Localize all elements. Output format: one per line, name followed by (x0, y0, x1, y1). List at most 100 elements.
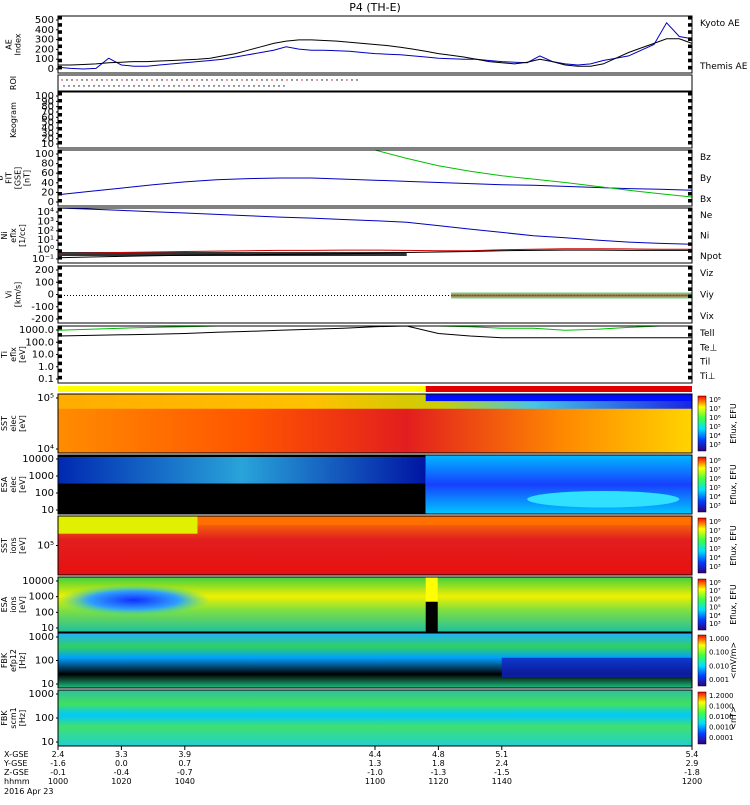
y-tick-label: 0 (48, 197, 54, 208)
y-tick-label: 10⁰ (37, 245, 54, 256)
y-axis-label-part: Ni (0, 231, 9, 239)
roi-dot (341, 79, 343, 81)
x-tick-label: 1020 (111, 777, 131, 786)
y-tick-label: 10.0 (32, 350, 54, 361)
roi-dot (221, 79, 223, 81)
roi-dot (273, 85, 275, 87)
x-tick-label: -1.3 (431, 768, 447, 777)
colorbar-tick: 0.1000 (709, 703, 734, 711)
colorbar-tick: 10⁶ (709, 475, 721, 483)
roi-dot (81, 79, 83, 81)
roi-dot (88, 85, 90, 87)
roi-dot (351, 79, 353, 81)
frame-tick (688, 266, 692, 270)
series-line (57, 248, 692, 255)
y-tick-label: 200 (35, 44, 54, 55)
legend-entry: Tell (699, 329, 715, 339)
colorbar-tick: 0.010 (709, 662, 729, 670)
y-tick-label: 1.0 (38, 362, 54, 373)
frame-tick (58, 58, 62, 63)
y-tick-label: 100.0 (25, 337, 54, 348)
roi-dot (251, 79, 253, 81)
x-tick-label: 1040 (175, 777, 195, 786)
y-tick-label: 1000 (29, 471, 54, 482)
roi-dot (236, 79, 238, 81)
colorbar-tick: 10⁴ (709, 554, 721, 562)
plot-area (58, 75, 692, 91)
frame-tick (58, 16, 62, 20)
roi-dot (326, 79, 328, 81)
y-axis-label-part: FBK (0, 710, 9, 726)
roi-dot (191, 79, 193, 81)
y-axis-label-part: scm1 (9, 707, 18, 728)
y-tick-label: 10000 (22, 454, 54, 465)
panel-fbk_e: 1000 100 10 FBK efp12 [Hz] 1.000 0.100 0.010 0.00… (0, 632, 738, 690)
roi-dot (263, 85, 265, 87)
series-line (57, 325, 692, 339)
frame-tick (58, 92, 62, 96)
colorbar-tick: 0.0010 (709, 724, 734, 732)
y-tick-label: 0.1 (38, 374, 54, 385)
y-axis-label-part: elec (9, 415, 18, 431)
x-tick-label: -0.1 (50, 768, 66, 777)
y-tick-label: 10 (41, 737, 54, 748)
colorbar (697, 691, 707, 745)
frame-tick (58, 228, 62, 233)
spectrogram-band (425, 601, 438, 632)
colorbar-tick: 10⁴ (709, 493, 721, 501)
y-tick-label: 30 (41, 128, 54, 139)
colorbar-label: Eflux, EFU (729, 403, 738, 444)
frame-tick (58, 23, 62, 27)
x-tick-label: -0.7 (177, 768, 193, 777)
frame-tick (58, 287, 62, 291)
y-tick-label: 10 (41, 139, 54, 150)
roi-dot (336, 79, 338, 81)
x-tick-label: 3.9 (178, 750, 191, 759)
y-tick-label: 100 (35, 54, 54, 65)
legend-entry: Themis AE (699, 62, 748, 72)
roi-dot (123, 85, 125, 87)
frame-tick (58, 354, 62, 359)
roi-dot (108, 85, 110, 87)
roi-dot (116, 79, 118, 81)
frame-tick (688, 235, 692, 239)
colorbar (697, 634, 707, 687)
x-tick-label: 0.7 (178, 759, 191, 768)
roi-dot (258, 85, 260, 87)
roi-dot (311, 79, 313, 81)
frame-tick (58, 113, 62, 117)
colorbar-tick: 10⁶ (709, 536, 721, 544)
y-axis-label: SST elec [eV] (0, 415, 27, 432)
frame-tick (688, 340, 692, 344)
frame-tick (688, 51, 692, 56)
x-tick-label: 2.4 (495, 759, 508, 768)
roi-dot (186, 79, 188, 81)
colorbar-tick: 1.000 (709, 635, 729, 643)
y-axis-label-part: [eV] (18, 476, 27, 493)
colorbar-tick: 0.0001 (709, 734, 734, 742)
y-tick-label: 10 (41, 505, 54, 516)
series-line (57, 207, 693, 245)
y-axis-label-part: eflx (9, 228, 18, 243)
legend-entry: Bx (700, 195, 712, 205)
roi-dot (183, 85, 185, 87)
colorbar-tick: 10⁵ (709, 484, 721, 492)
roi-dot (73, 85, 75, 87)
frame-tick (688, 192, 692, 196)
legend-entry: Ti⊥ (699, 372, 716, 382)
x-tick-label: -1.8 (684, 768, 700, 777)
legend-entry: Ni (700, 232, 709, 242)
frame-tick (688, 178, 692, 182)
panel-temperature: 1000.0100.0 10.01.00.1 Ti eflx [eV] Tell Te⊥ Ti… (0, 325, 718, 385)
y-axis-label-part: [eV] (18, 415, 27, 432)
roi-dot (216, 79, 218, 81)
roi-dot (321, 79, 323, 81)
frame-tick (58, 178, 62, 182)
roi-dot (198, 85, 200, 87)
y-tick-label: 0 (48, 290, 54, 301)
frame-tick (688, 113, 692, 117)
legend-entry: Vix (700, 312, 714, 322)
frame-tick (58, 347, 62, 351)
